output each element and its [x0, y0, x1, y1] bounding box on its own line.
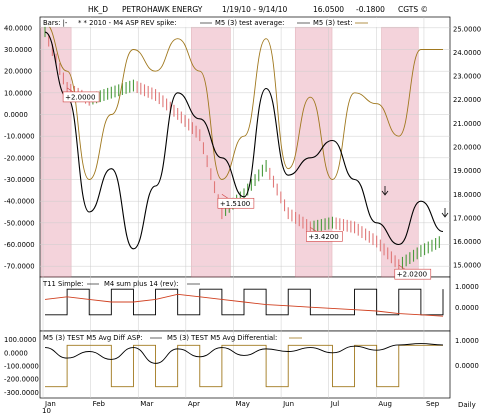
- annotations: +2.0000 +1.5100 +3.4200 +2.0200: [62, 87, 432, 280]
- legend-avg-diff-asp: M5 (3) TEST M5 Avg Diff ASP:: [43, 334, 143, 342]
- annotation-leader: [398, 264, 405, 270]
- date-range-label: 1/19/10 - 9/14/10: [222, 5, 288, 14]
- annotation-box: [62, 91, 100, 103]
- x-tick-label: Feb: [93, 400, 106, 408]
- right-tick-label: 16.0000: [453, 238, 481, 246]
- annotation-box: [217, 197, 255, 209]
- x-axis: Jan Feb Mar Apr May Jun Jul Aug Sep: [44, 400, 440, 408]
- left-tick-label: -60.0000: [4, 241, 35, 249]
- right-tick-label: 22.0000: [453, 96, 481, 104]
- main-panel-frame: [39, 16, 451, 278]
- annotation-label: +1.5100: [220, 200, 250, 208]
- left-tick-label: -10.0000: [4, 133, 35, 141]
- x-tick-label: May: [235, 400, 249, 408]
- highlight-zone: [381, 26, 419, 278]
- main-left-axis: 40.0000 30.0000 20.0000 10.0000 0.0000 -10.00…: [4, 24, 35, 270]
- x-tick-label: Jun: [282, 400, 294, 408]
- annotation-leader: [221, 194, 229, 199]
- panel3-left-tick: -200.0000: [4, 376, 39, 384]
- x-tick-label: Aug: [378, 400, 392, 408]
- annotation-leader: [310, 227, 317, 232]
- arrow-down-icon: [381, 186, 389, 196]
- symbol-label: HK_D: [88, 5, 108, 14]
- right-tick-label: 18.0000: [453, 191, 481, 199]
- annotation-label: +3.4200: [308, 233, 338, 241]
- down-arrows: [381, 186, 449, 218]
- left-tick-label: 30.0000: [4, 46, 32, 54]
- arrow-down-icon: [441, 208, 449, 218]
- panel3-tick-1: 1.0000: [455, 337, 479, 345]
- panel3-left-tick: -100.0000: [4, 363, 39, 371]
- series-line-avg-diff-asp: [44, 343, 444, 364]
- panel3-left-axis: 100.0000 0.0000 -100.0000 -200.0000 -300.000…: [4, 336, 39, 397]
- annotation-leader: [66, 87, 74, 93]
- right-tick-label: 25.0000: [453, 25, 481, 33]
- panel3-left-tick: 0.0000: [4, 349, 28, 357]
- annotation-box: [306, 231, 343, 242]
- left-tick-label: -50.0000: [4, 219, 35, 227]
- highlight-zone: [191, 26, 231, 278]
- x-tick-label: Mar: [140, 400, 153, 408]
- left-tick-label: -40.0000: [4, 198, 35, 206]
- last-price-label: 16.0500: [313, 5, 344, 14]
- x-tick-label: Jul: [330, 400, 340, 408]
- change-label: -0.1800: [356, 5, 385, 14]
- left-tick-label: 40.0000: [4, 24, 32, 32]
- legend-bars: Bars: |-: [43, 19, 68, 27]
- right-tick-label: 17.0000: [453, 214, 481, 222]
- main-legend: Bars: |- * * 2010 - M4 ASP REV spike: M5…: [41, 18, 421, 27]
- annotation-label: +2.0000: [65, 93, 95, 101]
- panel2-legend: T11 Simple: M4 sum plus 14 (rev):: [42, 280, 200, 288]
- panel3-left-tick: 100.0000: [4, 336, 36, 344]
- main-right-axis: 25.0000 24.0000 23.0000 22.0000 21.0000 20.00…: [453, 25, 481, 269]
- right-tick-label: 19.0000: [453, 167, 481, 175]
- annotation-label: +2.0200: [397, 271, 427, 279]
- right-tick-label: 24.0000: [453, 49, 481, 57]
- left-tick-label: -20.0000: [4, 154, 35, 162]
- series-line-avg-differential: [45, 344, 443, 388]
- x-axis-year: 10: [42, 407, 51, 415]
- right-tick-label: 20.0000: [453, 144, 481, 152]
- panel3-left-tick: -300.0000: [4, 389, 39, 397]
- x-axis-period: Daily: [458, 401, 476, 409]
- panel3-right-axis: 1.0000 0.0000: [455, 337, 479, 370]
- left-tick-label: -30.0000: [4, 176, 35, 184]
- legend-test-average: M5 (3) test average:: [215, 19, 284, 27]
- right-tick-label: 15.0000: [453, 262, 481, 270]
- legend-avg-differential: M5 (3) TEST M5 Avg Differential:: [167, 334, 277, 342]
- x-tick-label: Jan: [44, 400, 56, 408]
- annotation-box: [394, 268, 432, 280]
- legend-t11-simple: T11 Simple:: [42, 280, 83, 288]
- panel3-legend: M5 (3) TEST M5 Avg Diff ASP: M5 (3) TEST…: [43, 334, 302, 342]
- legend-m4-sum: M4 sum plus 14 (rev):: [104, 280, 178, 288]
- panel2-frame: [39, 276, 451, 332]
- series-line-test: [44, 31, 444, 250]
- series-line-m4-sum: [44, 293, 444, 317]
- panel3-tick-0: 0.0000: [455, 362, 479, 370]
- chart-header: HK_D PETROHAWK ENERGY 1/19/10 - 9/14/10 …: [88, 5, 428, 14]
- left-tick-label: 10.0000: [4, 89, 32, 97]
- copyright-label: CGTS ©: [398, 5, 428, 14]
- left-tick-label: 0.0000: [4, 111, 28, 119]
- right-tick-label: 21.0000: [453, 120, 481, 128]
- x-tick-label: Sep: [426, 400, 440, 408]
- legend-test: M5 (3) test:: [313, 19, 352, 27]
- left-tick-label: 20.0000: [4, 68, 32, 76]
- panel2-tick-0: 0.0000: [455, 304, 479, 312]
- panel2-right-axis: 1.0000 0.0000: [455, 283, 479, 312]
- left-tick-label: -70.0000: [4, 263, 35, 271]
- x-tick-label: Apr: [188, 400, 200, 408]
- right-tick-label: 23.0000: [453, 73, 481, 81]
- legend-spike: * * 2010 - M4 ASP REV spike:: [78, 19, 177, 27]
- panel2-tick-1: 1.0000: [455, 283, 479, 291]
- company-label: PETROHAWK ENERGY: [122, 5, 203, 14]
- series-line-test-average: [44, 23, 443, 180]
